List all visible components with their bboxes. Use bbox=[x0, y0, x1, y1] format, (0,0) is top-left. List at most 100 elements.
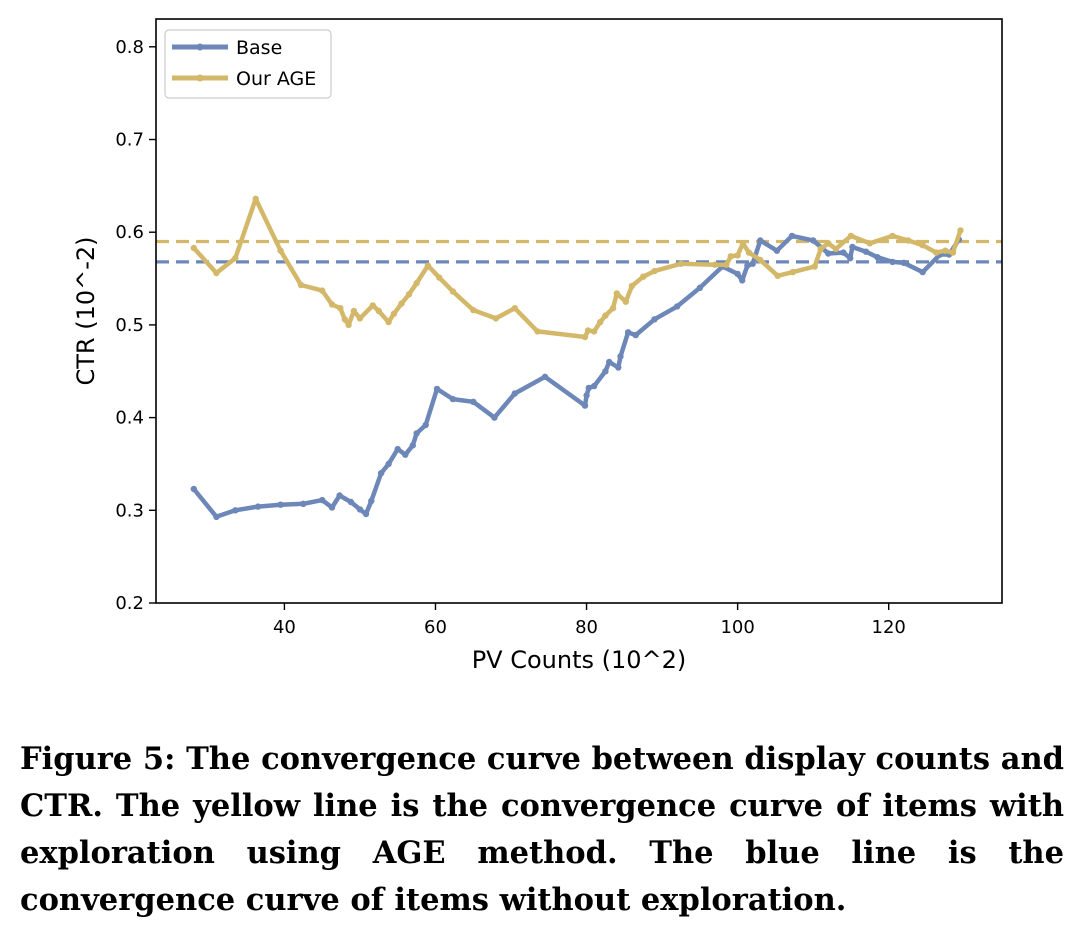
y-tick-label: 0.4 bbox=[115, 408, 144, 429]
data-point bbox=[491, 414, 498, 421]
series-1 bbox=[190, 195, 964, 341]
data-point bbox=[375, 307, 382, 315]
data-point bbox=[424, 262, 432, 269]
y-tick-label: 0.2 bbox=[115, 593, 144, 614]
data-point bbox=[622, 298, 629, 305]
data-point bbox=[602, 368, 609, 375]
x-tick-label: 100 bbox=[720, 617, 754, 638]
data-point bbox=[847, 232, 855, 240]
data-point bbox=[319, 287, 326, 294]
data-point bbox=[581, 402, 589, 409]
data-point bbox=[590, 328, 598, 335]
data-point bbox=[341, 316, 348, 323]
data-point bbox=[449, 288, 457, 295]
data-point bbox=[862, 248, 870, 255]
chart: 40 60 80 100 120 0.2 0.3 0.4 0.5 0.6 0.7 0.8 PV Co… bbox=[72, 18, 1003, 674]
data-point bbox=[919, 242, 926, 249]
data-point bbox=[811, 263, 818, 270]
series-line-1 bbox=[191, 196, 963, 340]
y-axis: 0.2 0.3 0.4 0.5 0.6 0.7 0.8 bbox=[115, 37, 156, 614]
data-point bbox=[889, 232, 896, 240]
x-tick-label: 40 bbox=[273, 617, 296, 638]
data-point bbox=[734, 270, 741, 278]
data-point bbox=[617, 353, 624, 360]
data-point bbox=[492, 315, 500, 322]
data-point bbox=[674, 303, 681, 310]
data-point bbox=[874, 254, 881, 261]
data-point bbox=[398, 300, 405, 307]
data-point bbox=[328, 504, 336, 511]
data-point bbox=[449, 395, 457, 403]
data-point bbox=[739, 277, 746, 284]
data-point bbox=[297, 281, 305, 289]
data-point bbox=[190, 244, 197, 252]
data-point bbox=[337, 305, 344, 312]
data-point bbox=[711, 261, 719, 268]
x-axis-title: PV Counts (10^2) bbox=[472, 646, 687, 674]
data-point bbox=[328, 301, 336, 308]
data-point bbox=[413, 280, 420, 287]
y-axis-title: CTR (10^-2) bbox=[72, 236, 100, 385]
data-point bbox=[773, 247, 781, 254]
data-point bbox=[745, 249, 753, 256]
data-point bbox=[757, 256, 764, 264]
data-point bbox=[345, 321, 352, 329]
data-point bbox=[436, 274, 443, 281]
legend-label-age: Our AGE bbox=[236, 68, 316, 90]
data-point bbox=[252, 195, 259, 202]
x-tick-label: 80 bbox=[575, 617, 598, 638]
y-tick-label: 0.7 bbox=[115, 130, 144, 151]
data-point bbox=[677, 260, 685, 267]
data-point bbox=[300, 500, 307, 507]
legend-label-base: Base bbox=[236, 37, 282, 59]
data-point bbox=[696, 284, 704, 291]
legend: Base Our AGE bbox=[164, 29, 332, 99]
series-line-0 bbox=[191, 233, 962, 520]
data-point bbox=[817, 245, 824, 253]
y-tick-label: 0.3 bbox=[115, 500, 144, 521]
data-point bbox=[832, 245, 839, 253]
figure-caption: Figure 5: The convergence curve between … bbox=[20, 741, 1064, 918]
data-point bbox=[511, 390, 518, 397]
data-point bbox=[368, 497, 375, 505]
data-point bbox=[640, 273, 647, 280]
data-point bbox=[613, 290, 620, 297]
data-point bbox=[590, 382, 598, 390]
data-point bbox=[905, 237, 912, 244]
data-point bbox=[232, 255, 239, 262]
data-point bbox=[840, 249, 847, 256]
data-point bbox=[213, 513, 220, 520]
legend-marker-age bbox=[196, 74, 204, 82]
data-point bbox=[651, 316, 658, 323]
data-point bbox=[757, 237, 764, 244]
data-point bbox=[511, 305, 518, 312]
data-point bbox=[584, 327, 592, 334]
data-point bbox=[213, 269, 220, 277]
data-point bbox=[957, 227, 964, 234]
data-point bbox=[651, 267, 658, 275]
data-point bbox=[628, 282, 636, 290]
data-point bbox=[394, 445, 401, 453]
data-point bbox=[583, 392, 590, 399]
data-point bbox=[949, 249, 957, 256]
x-axis: 40 60 80 100 120 bbox=[273, 603, 906, 638]
data-point bbox=[866, 240, 873, 247]
x-tick-label: 60 bbox=[424, 617, 447, 638]
data-point bbox=[723, 261, 730, 268]
data-point bbox=[727, 253, 734, 260]
data-point bbox=[433, 385, 441, 393]
data-point bbox=[319, 496, 326, 504]
data-point bbox=[405, 291, 413, 298]
series-lines bbox=[190, 195, 964, 520]
data-point bbox=[847, 255, 854, 262]
data-point bbox=[336, 492, 343, 499]
data-point bbox=[356, 506, 364, 513]
data-point bbox=[369, 302, 376, 309]
data-point bbox=[232, 507, 239, 514]
data-point bbox=[409, 442, 416, 449]
y-tick-label: 0.6 bbox=[115, 222, 144, 243]
data-point bbox=[470, 306, 477, 314]
data-point bbox=[385, 318, 392, 326]
data-point bbox=[470, 398, 477, 405]
data-point bbox=[744, 262, 751, 269]
